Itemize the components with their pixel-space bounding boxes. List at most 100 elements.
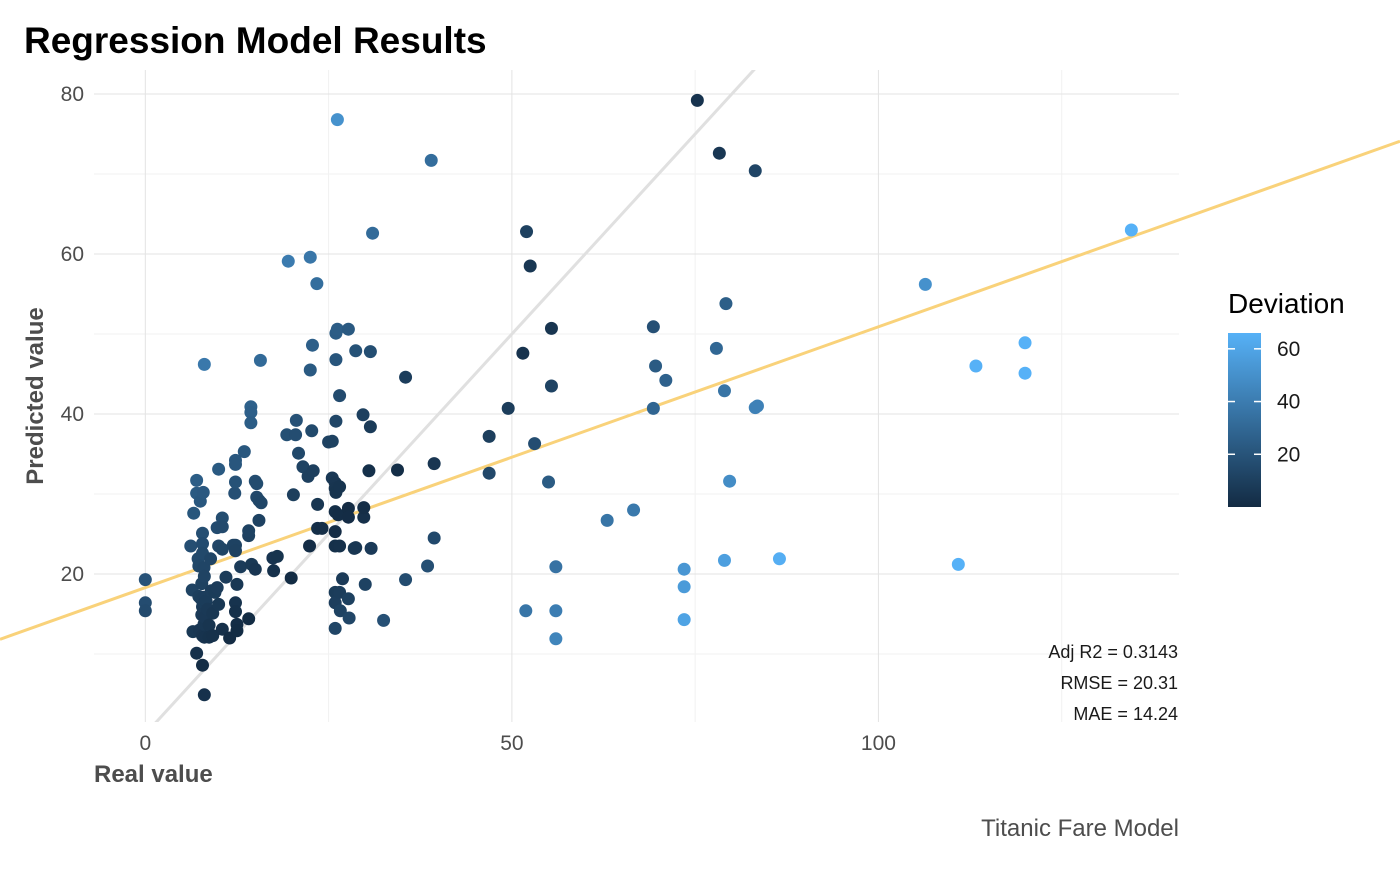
data-point: [250, 477, 264, 491]
data-point: [501, 401, 515, 415]
x-axis-title: Real value: [94, 761, 213, 788]
data-point: [712, 146, 726, 160]
data-point: [519, 604, 533, 618]
data-point: [270, 549, 284, 563]
data-point: [544, 321, 558, 335]
data-point: [349, 541, 363, 555]
data-point: [329, 353, 343, 367]
data-point: [750, 399, 764, 413]
data-point: [363, 345, 377, 359]
data-point: [399, 573, 413, 587]
data-point: [482, 466, 496, 480]
data-point: [281, 254, 295, 268]
data-point: [328, 621, 342, 635]
data-point: [364, 541, 378, 555]
data-point: [717, 553, 731, 567]
data-point: [244, 416, 258, 430]
data-point: [267, 564, 281, 578]
data-point: [237, 445, 251, 459]
data-point: [427, 457, 441, 471]
data-point: [542, 475, 556, 489]
data-point: [242, 524, 256, 538]
data-point: [341, 592, 355, 606]
y-tick-label: 60: [61, 243, 84, 266]
metric-label: Adj R2 = 0.3143: [1048, 642, 1178, 662]
data-point: [325, 434, 339, 448]
data-point: [296, 460, 310, 474]
data-point: [253, 353, 267, 367]
data-point: [228, 544, 242, 558]
data-point: [197, 357, 211, 371]
color-legend: Deviation 20 40 60: [1228, 288, 1345, 507]
metrics-annotation: Adj R2 = 0.3143 RMSE = 20.31 MAE = 14.24: [1048, 642, 1178, 724]
data-point: [421, 559, 435, 573]
data-point: [969, 359, 983, 373]
data-point: [677, 562, 691, 576]
reference-lines: [0, 70, 1400, 722]
data-point: [659, 373, 673, 387]
data-point: [212, 597, 226, 611]
data-point: [677, 580, 691, 594]
data-point: [210, 581, 224, 595]
data-point: [328, 525, 342, 539]
data-point: [204, 552, 218, 566]
data-point: [215, 622, 229, 636]
data-point: [549, 632, 563, 646]
data-point: [187, 506, 201, 520]
data-point: [544, 379, 558, 393]
data-points: [138, 93, 1138, 702]
data-point: [748, 164, 762, 178]
data-point: [305, 424, 319, 438]
data-point: [772, 552, 786, 566]
data-point: [252, 513, 266, 527]
data-point: [196, 485, 210, 499]
data-point: [303, 539, 317, 553]
data-point: [399, 370, 413, 384]
data-point: [310, 277, 324, 291]
legend-colorbar: [1228, 333, 1261, 507]
y-tick-label: 80: [61, 83, 84, 106]
data-point: [196, 658, 209, 672]
y-axis-title: Predicted value: [22, 307, 49, 484]
data-point: [311, 497, 325, 511]
data-point: [228, 475, 242, 489]
chart-caption: Titanic Fare Model: [981, 815, 1179, 842]
metric-label: RMSE = 20.31: [1060, 673, 1178, 693]
data-point: [215, 542, 229, 556]
data-point: [690, 93, 704, 107]
data-point: [357, 501, 371, 515]
data-point: [1018, 366, 1032, 380]
tick-labels: 0 50 100 20 40 60 80: [61, 83, 896, 755]
data-point: [717, 384, 731, 398]
data-point: [341, 510, 355, 524]
data-point: [549, 560, 563, 574]
data-point: [306, 464, 320, 478]
data-point: [627, 503, 641, 517]
data-point: [286, 488, 300, 502]
data-point: [228, 457, 242, 471]
data-point: [315, 521, 329, 535]
data-point: [918, 277, 932, 291]
data-point: [331, 508, 345, 522]
legend-tick-label: 20: [1277, 443, 1300, 466]
data-point: [289, 413, 303, 427]
data-point: [646, 401, 660, 415]
data-point: [341, 322, 355, 336]
data-point: [206, 629, 220, 643]
data-point: [709, 341, 723, 355]
data-point: [289, 428, 303, 442]
data-point: [138, 604, 152, 618]
data-point: [1018, 336, 1032, 350]
data-point: [482, 429, 496, 443]
data-point: [600, 513, 614, 527]
data-point: [196, 526, 209, 540]
y-tick-label: 40: [61, 403, 84, 426]
data-point: [244, 405, 258, 419]
data-point: [333, 604, 347, 618]
data-point: [362, 464, 376, 478]
data-point: [228, 486, 242, 500]
data-point: [228, 605, 242, 619]
data-point: [528, 437, 542, 451]
